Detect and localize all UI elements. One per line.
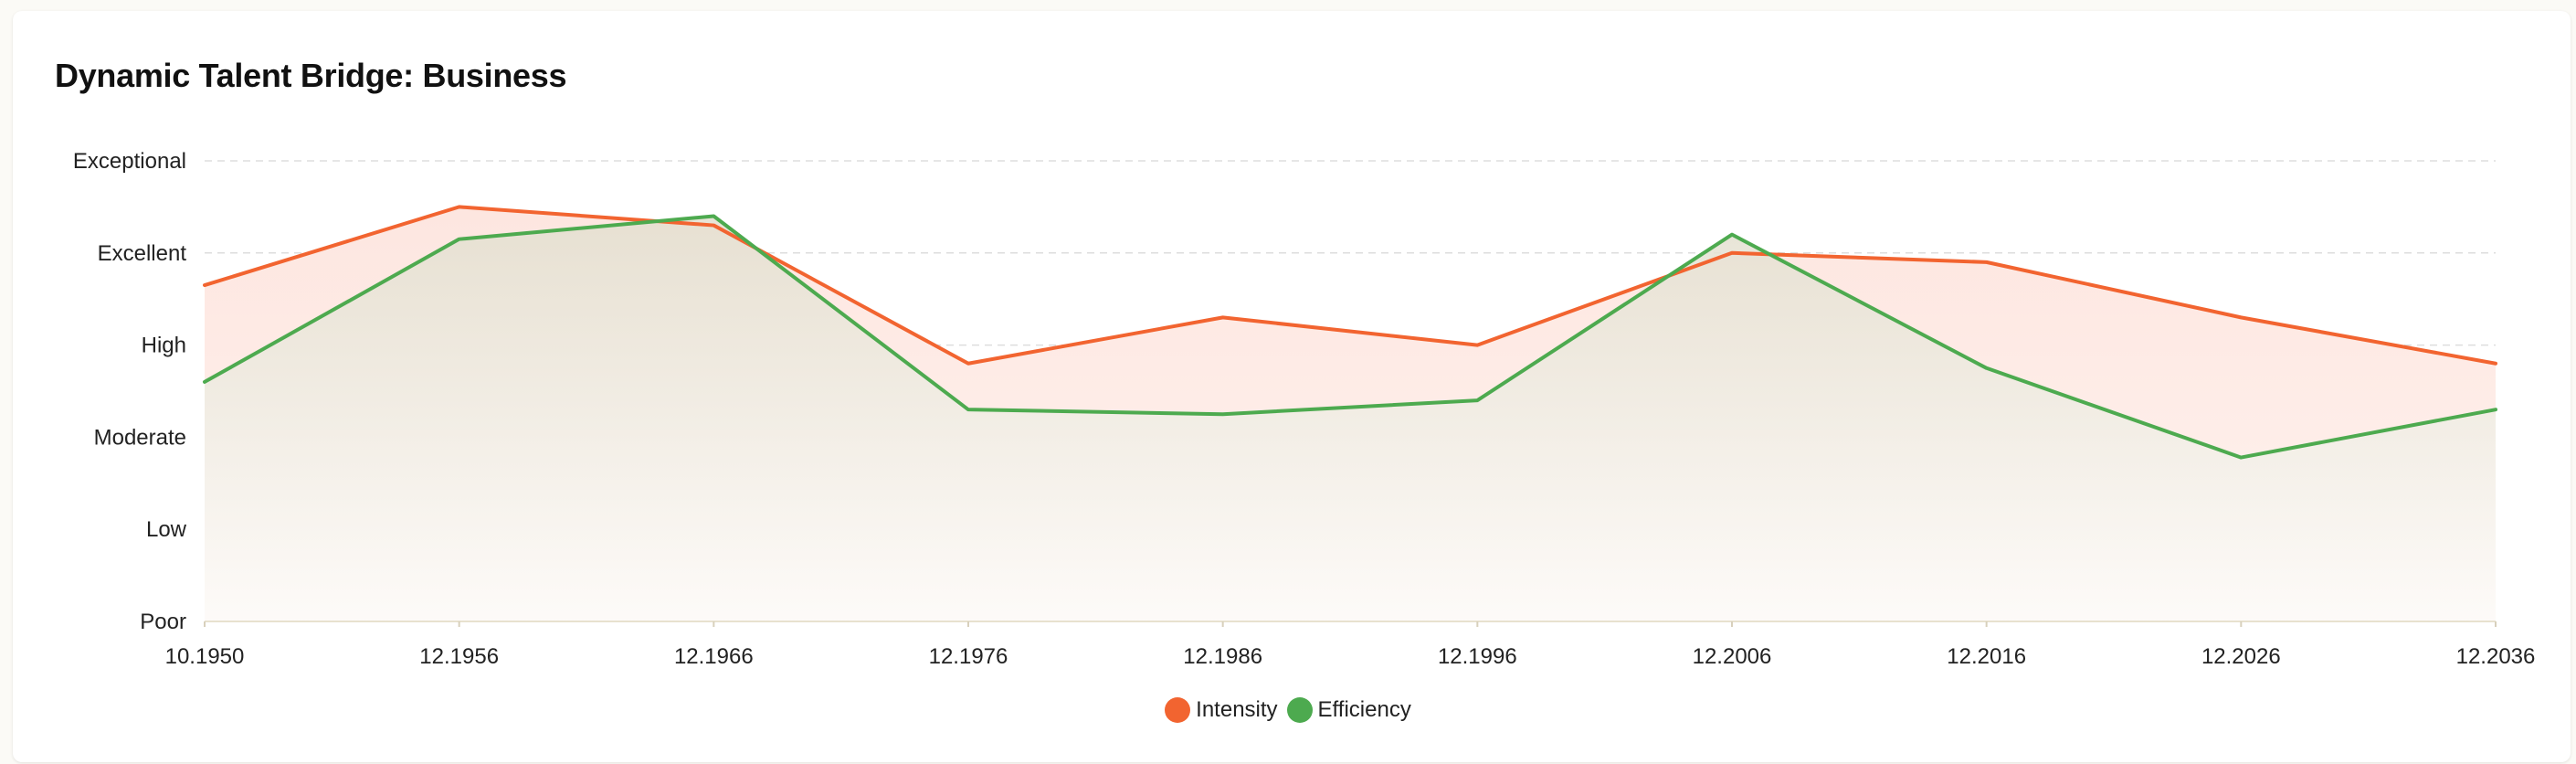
line-intensity[interactable] xyxy=(203,205,2497,366)
y-tick-label: High xyxy=(142,334,186,358)
x-tick-label: 12.2036 xyxy=(2456,644,2536,669)
x-tick-label: 12.1986 xyxy=(1183,644,1262,669)
y-tick-label: Exceptional xyxy=(73,149,186,174)
legend-label: Efficiency xyxy=(1317,697,1411,722)
chart-title: Dynamic Talent Bridge: Business xyxy=(55,57,567,94)
x-tick-label: 12.1976 xyxy=(929,644,1008,669)
x-tick-label: 12.2006 xyxy=(1693,644,1772,669)
x-tick-label: 10.1950 xyxy=(165,644,245,669)
legend-dot-icon xyxy=(1165,697,1191,723)
y-tick-label: Low xyxy=(146,517,187,542)
legend-label: Intensity xyxy=(1196,697,1278,722)
legend-dot-icon xyxy=(1286,697,1313,723)
x-tick-label: 12.1956 xyxy=(419,644,499,669)
x-tick-label: 12.1996 xyxy=(1438,644,1517,669)
area-efficiency xyxy=(205,216,2496,622)
x-tick-label: 12.1966 xyxy=(674,644,754,669)
legend-item-efficiency[interactable]: Efficiency xyxy=(1286,697,1411,723)
y-tick-label: Poor xyxy=(140,610,186,634)
line-efficiency[interactable] xyxy=(203,214,2497,460)
x-tick-label: 12.2026 xyxy=(2201,644,2281,669)
chart-legend: Intensity Efficiency xyxy=(0,692,2576,728)
legend-item-intensity[interactable]: Intensity xyxy=(1165,697,1278,723)
y-tick-label: Moderate xyxy=(94,425,186,450)
x-tick-label: 12.2016 xyxy=(1947,644,2026,669)
y-tick-label: Excellent xyxy=(98,241,187,266)
